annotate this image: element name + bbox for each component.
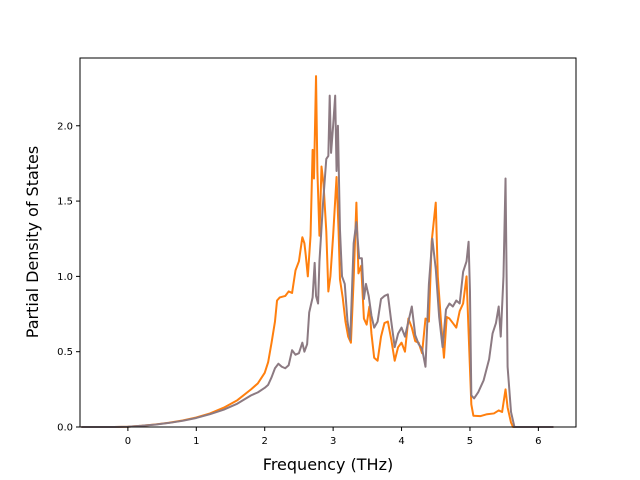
- x-axis-ticks: 0 1 2 3 4 5 6: [125, 427, 542, 447]
- x-tick-label: 6: [535, 436, 541, 447]
- series-layer: [81, 75, 554, 428]
- x-tick-label: 3: [330, 436, 336, 447]
- y-axis-ticks: 0.0 0.5 1.0 1.5 2.0: [57, 121, 80, 434]
- x-tick-label: 4: [398, 436, 404, 447]
- plot-frame: [79, 57, 577, 428]
- series-line-2: [81, 94, 554, 428]
- x-tick-label: 0: [125, 436, 131, 447]
- x-tick-label: 2: [262, 436, 268, 447]
- y-tick-label: 0.5: [57, 347, 73, 358]
- x-tick-label: 1: [193, 436, 199, 447]
- series-line-1: [81, 75, 554, 428]
- y-tick-label: 0.0: [57, 423, 73, 434]
- y-tick-label: 2.0: [57, 121, 73, 132]
- y-axis-label: Partial Density of States: [23, 146, 42, 338]
- x-axis-label: Frequency (THz): [263, 455, 393, 474]
- y-tick-label: 1.0: [57, 272, 73, 283]
- y-tick-label: 1.5: [57, 197, 73, 208]
- x-tick-label: 5: [467, 436, 473, 447]
